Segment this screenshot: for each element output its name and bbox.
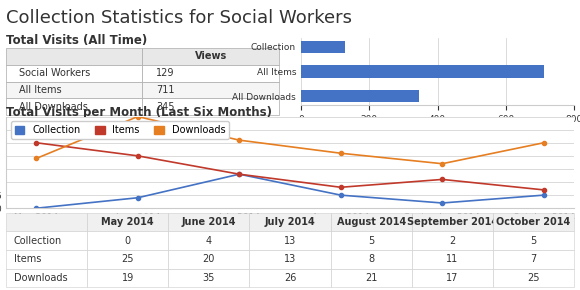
Collection [235,173,243,176]
Downloads [32,157,39,160]
Items [134,154,142,157]
Items [338,186,345,189]
Downloads [134,115,142,118]
Bar [301,41,345,53]
Text: Total Visits per Month (Last Six Months): Total Visits per Month (Last Six Months) [6,106,272,119]
Line: Collection: Collection [34,172,546,210]
Items [235,173,243,176]
Collection [338,193,345,197]
Collection [439,201,446,205]
Collection [541,193,548,197]
Downloads [235,138,243,142]
Items [541,188,548,192]
Bar [301,65,544,78]
Collection [134,196,142,200]
Items [439,178,446,181]
Line: Items: Items [34,141,546,192]
Collection [32,206,39,210]
Text: Total Visits (All Time): Total Visits (All Time) [6,34,147,47]
Legend: Collection, Items, Downloads: Collection, Items, Downloads [10,122,229,139]
Line: Downloads: Downloads [34,115,546,166]
Downloads [541,141,548,144]
Items [32,141,39,144]
Text: Collection Statistics for Social Workers: Collection Statistics for Social Workers [6,9,352,27]
Bar [301,90,419,102]
Downloads [338,151,345,155]
Downloads [439,162,446,166]
